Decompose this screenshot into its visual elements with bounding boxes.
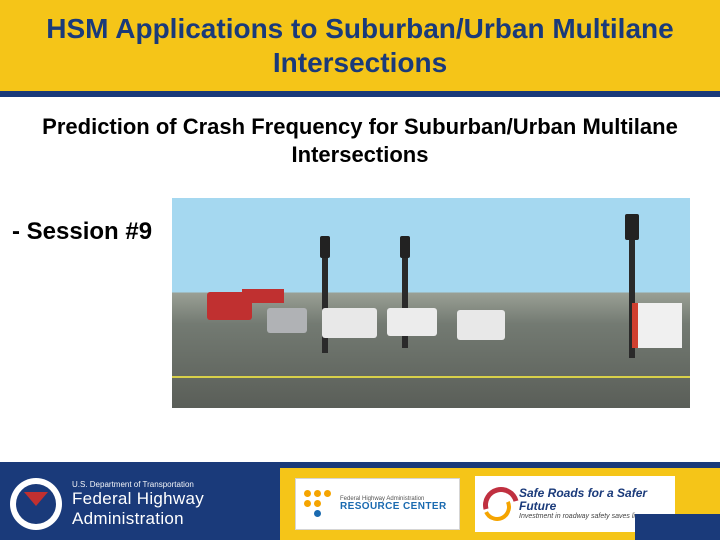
fhwa-text: U.S. Department of Transportation Federa… [72, 480, 204, 528]
session-label: - Session #9 [12, 218, 152, 246]
content-area: Prediction of Crash Frequency for Suburb… [0, 97, 720, 437]
resource-center-badge: Federal Highway Administration RESOURCE … [295, 478, 460, 530]
slide-title: HSM Applications to Suburban/Urban Multi… [20, 12, 700, 79]
resource-dots-icon [302, 488, 334, 520]
fhwa-badge: U.S. Department of Transportation Federa… [0, 468, 280, 540]
footer-content: U.S. Department of Transportation Federa… [0, 468, 720, 540]
title-bar: HSM Applications to Suburban/Urban Multi… [0, 0, 720, 91]
safe-roads-swoosh-icon [483, 483, 513, 525]
fhwa-logo-icon [10, 478, 62, 530]
resource-big: RESOURCE CENTER [340, 502, 447, 513]
fhwa-name-2: Administration [72, 509, 204, 529]
footer: U.S. Department of Transportation Federa… [0, 462, 720, 540]
corner-accent [635, 514, 720, 540]
intersection-photo [172, 198, 690, 408]
resource-text: Federal Highway Administration RESOURCE … [340, 496, 447, 513]
fhwa-name-1: Federal Highway [72, 489, 204, 509]
subtitle: Prediction of Crash Frequency for Suburb… [30, 113, 690, 168]
fhwa-dept: U.S. Department of Transportation [72, 480, 204, 489]
safe-roads-line1: Safe Roads for a Safer Future [519, 487, 667, 513]
session-row: - Session #9 [30, 198, 690, 408]
